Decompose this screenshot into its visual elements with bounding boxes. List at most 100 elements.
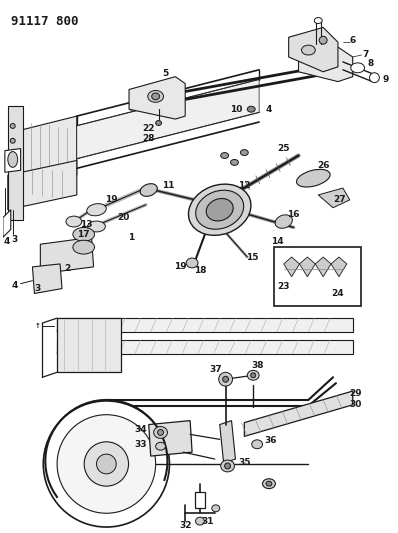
Ellipse shape bbox=[224, 463, 230, 469]
Polygon shape bbox=[3, 209, 11, 237]
Ellipse shape bbox=[220, 152, 228, 158]
Ellipse shape bbox=[247, 106, 255, 112]
Polygon shape bbox=[318, 188, 350, 208]
Text: 24: 24 bbox=[332, 289, 344, 298]
Ellipse shape bbox=[220, 460, 234, 472]
Text: 8: 8 bbox=[367, 59, 374, 68]
Ellipse shape bbox=[84, 442, 129, 486]
Ellipse shape bbox=[152, 93, 160, 100]
Text: 17: 17 bbox=[77, 230, 90, 239]
Polygon shape bbox=[77, 79, 259, 158]
Ellipse shape bbox=[66, 216, 82, 227]
Polygon shape bbox=[195, 491, 205, 508]
Text: 14: 14 bbox=[271, 237, 283, 246]
Ellipse shape bbox=[186, 258, 198, 268]
Text: 30: 30 bbox=[349, 400, 362, 409]
Ellipse shape bbox=[252, 440, 263, 449]
Ellipse shape bbox=[263, 479, 275, 489]
Polygon shape bbox=[57, 318, 121, 373]
Text: 25: 25 bbox=[277, 144, 290, 153]
Text: 10: 10 bbox=[230, 104, 243, 114]
Text: 27: 27 bbox=[334, 196, 346, 204]
Ellipse shape bbox=[297, 169, 330, 187]
Ellipse shape bbox=[251, 373, 256, 378]
Text: 9: 9 bbox=[382, 75, 388, 84]
Ellipse shape bbox=[156, 442, 166, 450]
Text: 3: 3 bbox=[34, 284, 41, 293]
Polygon shape bbox=[244, 391, 353, 437]
Ellipse shape bbox=[156, 120, 162, 125]
Text: 19: 19 bbox=[105, 196, 117, 204]
Ellipse shape bbox=[140, 184, 157, 196]
Text: 36: 36 bbox=[265, 436, 277, 445]
Polygon shape bbox=[8, 160, 77, 209]
Polygon shape bbox=[289, 27, 338, 72]
Text: ↑: ↑ bbox=[35, 323, 40, 329]
Text: 4: 4 bbox=[12, 281, 18, 290]
Text: 31: 31 bbox=[202, 516, 214, 526]
Text: 2: 2 bbox=[64, 264, 70, 273]
Text: 7: 7 bbox=[362, 50, 369, 59]
Ellipse shape bbox=[158, 430, 164, 435]
Text: 18: 18 bbox=[194, 266, 206, 276]
Text: 26: 26 bbox=[317, 161, 330, 170]
Ellipse shape bbox=[247, 370, 259, 380]
Text: 12: 12 bbox=[238, 181, 251, 190]
Polygon shape bbox=[57, 318, 353, 332]
Ellipse shape bbox=[10, 138, 15, 143]
Text: 5: 5 bbox=[162, 69, 169, 78]
Text: 1: 1 bbox=[128, 233, 134, 242]
Ellipse shape bbox=[302, 45, 315, 55]
Ellipse shape bbox=[88, 221, 105, 232]
Text: 91117 800: 91117 800 bbox=[11, 14, 78, 28]
Ellipse shape bbox=[219, 373, 232, 386]
Polygon shape bbox=[5, 149, 21, 172]
Text: 20: 20 bbox=[117, 213, 129, 222]
Polygon shape bbox=[331, 257, 347, 277]
Text: 33: 33 bbox=[135, 440, 147, 449]
Polygon shape bbox=[57, 340, 353, 353]
Ellipse shape bbox=[57, 415, 156, 513]
Text: 6: 6 bbox=[349, 36, 356, 45]
Ellipse shape bbox=[96, 454, 116, 474]
Text: 4: 4 bbox=[266, 104, 272, 114]
Text: 11: 11 bbox=[162, 181, 175, 190]
Ellipse shape bbox=[148, 91, 164, 102]
Text: 29: 29 bbox=[349, 389, 362, 398]
Text: 22: 22 bbox=[142, 124, 155, 133]
Ellipse shape bbox=[369, 72, 379, 83]
Text: 4: 4 bbox=[4, 237, 10, 246]
Text: 34: 34 bbox=[135, 425, 147, 434]
Text: 3: 3 bbox=[12, 235, 18, 244]
Text: 19: 19 bbox=[174, 262, 187, 271]
Ellipse shape bbox=[196, 190, 244, 229]
Ellipse shape bbox=[188, 184, 251, 236]
Text: 28: 28 bbox=[142, 134, 155, 143]
Ellipse shape bbox=[230, 159, 238, 165]
Text: 13: 13 bbox=[80, 220, 93, 229]
Ellipse shape bbox=[222, 376, 228, 382]
Polygon shape bbox=[149, 421, 192, 456]
Polygon shape bbox=[284, 257, 300, 277]
Ellipse shape bbox=[351, 63, 365, 72]
Polygon shape bbox=[298, 47, 353, 82]
Text: 38: 38 bbox=[251, 361, 263, 370]
Polygon shape bbox=[18, 116, 77, 190]
Ellipse shape bbox=[212, 505, 220, 512]
Polygon shape bbox=[300, 257, 315, 277]
Ellipse shape bbox=[195, 517, 205, 525]
Text: 37: 37 bbox=[209, 365, 222, 374]
Polygon shape bbox=[40, 237, 94, 274]
Text: 16: 16 bbox=[287, 210, 300, 219]
Text: 15: 15 bbox=[246, 253, 258, 262]
Ellipse shape bbox=[275, 215, 293, 228]
Ellipse shape bbox=[154, 426, 168, 438]
Bar bbox=[274, 247, 361, 306]
Ellipse shape bbox=[8, 151, 18, 167]
Text: 23: 23 bbox=[277, 282, 290, 291]
Ellipse shape bbox=[206, 198, 233, 221]
Text: 35: 35 bbox=[238, 457, 251, 466]
Ellipse shape bbox=[319, 36, 327, 44]
Polygon shape bbox=[315, 257, 331, 277]
Ellipse shape bbox=[43, 401, 170, 527]
